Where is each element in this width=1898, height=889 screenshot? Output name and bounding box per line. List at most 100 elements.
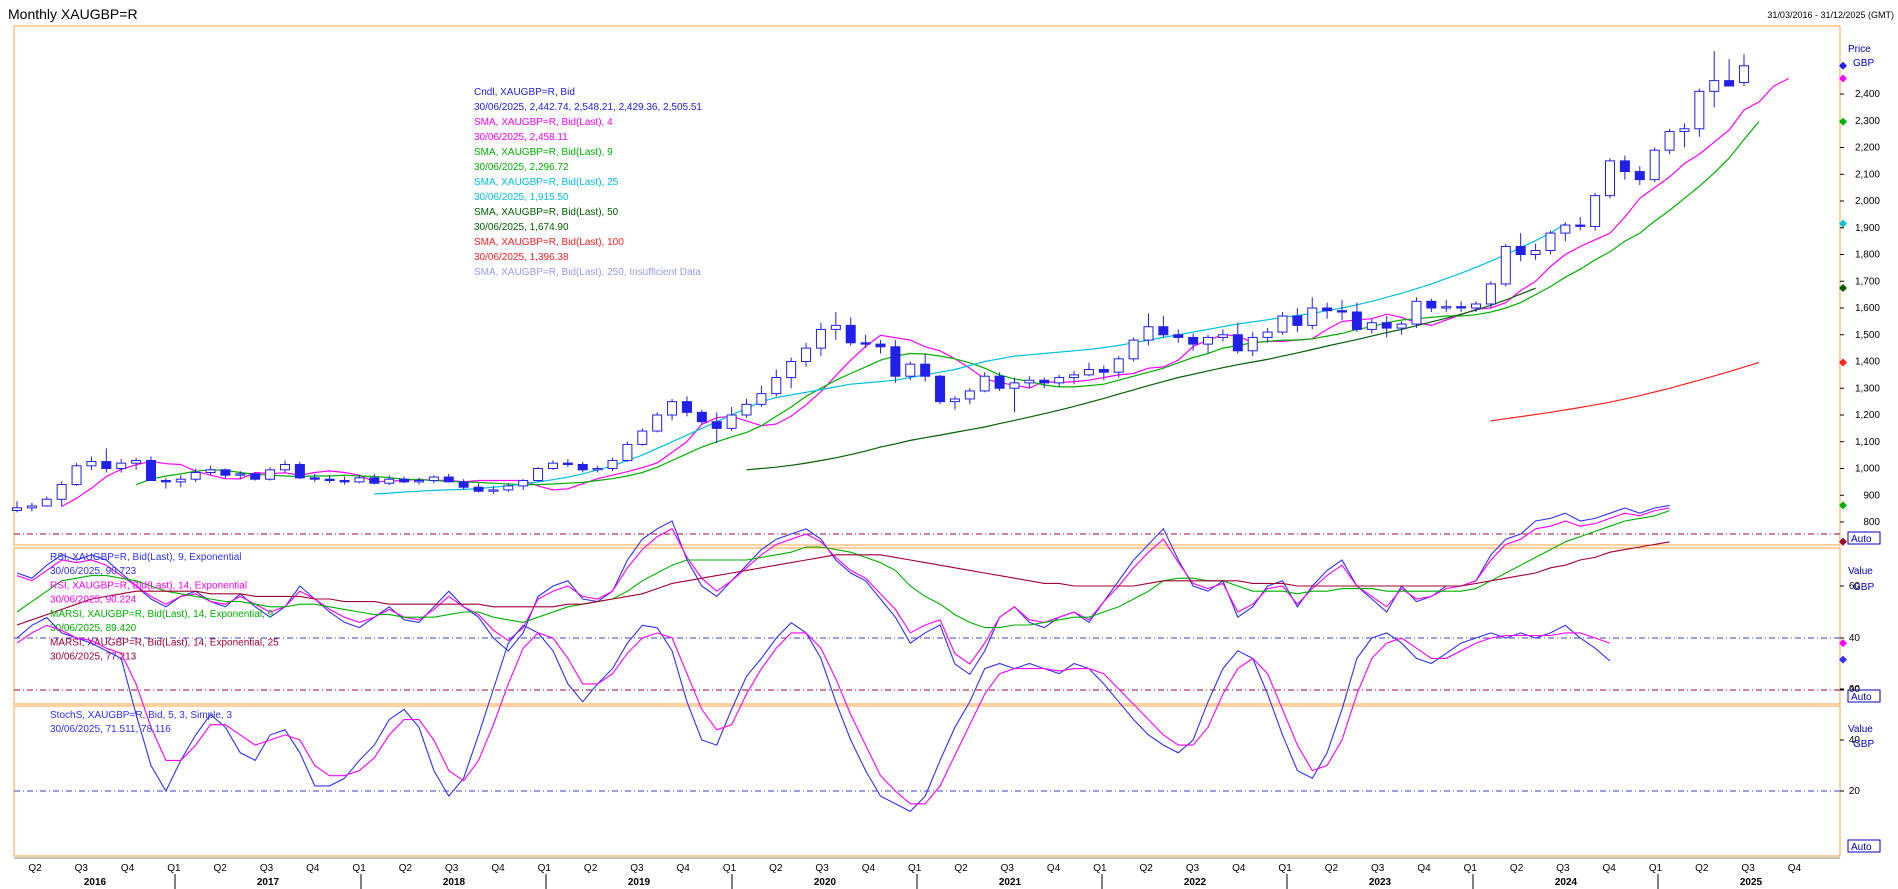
candle-up [786, 361, 797, 379]
time-axis: Q2 Q3 Q4 Q1 Q2 Q3 Q4 Q1 Q2 Q3 Q4 Q1 Q2 Q3 Q4 Q1 Q2 Q3 Q4 Q1… [14, 857, 1840, 889]
candle-down [220, 469, 231, 476]
quarter-label: Q1 [352, 863, 366, 874]
quarter-label: Q4 [1603, 863, 1617, 874]
candle-up [771, 377, 782, 395]
stoch-tick-label: 20 [1849, 786, 1861, 797]
stoch-tick-label: 60 [1849, 684, 1861, 695]
quarter-label: Q2 [214, 863, 228, 874]
candle-up [1679, 128, 1690, 132]
candle-up [1143, 326, 1154, 341]
candle-up [428, 476, 439, 482]
rsi-legend-name: RSI, XAUGBP=R, Bid(Last), 9, Exponential [50, 552, 241, 563]
price-tick-label: 1,000 [1855, 464, 1880, 475]
candle-down [1188, 336, 1199, 345]
rsi-value-label: Value [1848, 566, 1873, 577]
candle-down [1619, 160, 1630, 173]
candle-down [101, 461, 112, 470]
quarter-label: Q1 [1649, 863, 1663, 874]
candle-up [1366, 322, 1377, 330]
stoch-legend-name: StochS, XAUGBP=R, Bid, 5, 3, Simple, 3 [50, 710, 232, 721]
sma-line-sma-25 [374, 223, 1566, 495]
candle-up [205, 469, 216, 474]
candle-down [711, 421, 722, 429]
quarter-label: Q2 [1325, 863, 1339, 874]
stoch-panel: 20 40 60 Value GBP Auto StochS, XAUGBP=R, Bid,… [13, 616, 1881, 857]
auto-button-stoch [1847, 839, 1881, 853]
candle-up [235, 473, 246, 476]
candle-down [399, 478, 410, 483]
candle-up [1739, 65, 1749, 84]
price-marker-candle [1839, 61, 1847, 70]
candle-up [1203, 336, 1214, 345]
candle-up [1605, 160, 1616, 197]
quarter-label: Q2 [1510, 863, 1524, 874]
candle-up [949, 398, 960, 403]
candle-down [1575, 224, 1586, 227]
candle-up [1500, 245, 1511, 285]
legend-name: SMA, XAUGBP=R, Bid(Last), 25 [474, 177, 619, 188]
candle-down [1337, 310, 1348, 313]
candle-up [1113, 358, 1124, 373]
candle-down [935, 375, 946, 403]
quarter-label: Q4 [121, 863, 135, 874]
auto-button-price [1847, 531, 1881, 545]
chart-title: Monthly XAUGBP=R [8, 6, 138, 22]
quarter-label: Q2 [1695, 863, 1709, 874]
price-panel: 800 900 1,000 1,100 1,200 1,300 1,400 1,500 1,60… [12, 25, 1881, 546]
legend-value: 30/06/2025, 1,915.50 [474, 192, 569, 203]
candle-up [741, 403, 752, 416]
candle-down [309, 477, 320, 480]
candle-up [1277, 315, 1288, 333]
candle-up [384, 478, 395, 484]
quarter-label: Q4 [1788, 863, 1802, 874]
quarter-label: Q4 [1232, 863, 1246, 874]
sma-line-sma-4 [61, 77, 1789, 508]
candle-up [354, 477, 365, 483]
rsi-legend-value: 30/06/2025, 90.723 [50, 566, 137, 577]
marsi-end-marker [1839, 537, 1847, 546]
year-label: 2021 [999, 877, 1022, 888]
candle-up [1545, 232, 1556, 251]
candle-down [562, 462, 573, 465]
quarter-label: Q1 [723, 863, 737, 874]
price-tick-label: 2,300 [1855, 116, 1880, 127]
candle-down [250, 473, 261, 480]
quarter-label: Q3 [445, 863, 459, 874]
stoch-unit-label: GBP [1853, 739, 1874, 750]
candle-up [1024, 379, 1035, 384]
sma-line-sma-9 [135, 121, 1760, 486]
price-tick-label: 2,400 [1855, 89, 1880, 100]
candle-up [1009, 382, 1020, 389]
price-tick-label: 2,200 [1855, 143, 1880, 154]
rsi-unit-label: GBP [1853, 582, 1874, 593]
candle-down [339, 480, 350, 483]
candle-up [726, 414, 737, 429]
year-label: 2022 [1184, 877, 1207, 888]
stoch-tick-label: 40 [1849, 735, 1861, 746]
quarter-label: Q2 [399, 863, 413, 874]
quarter-label: Q3 [815, 863, 829, 874]
auto-button-rsi [1847, 689, 1881, 703]
year-label: 2020 [814, 877, 837, 888]
candle-up [1471, 303, 1482, 309]
price-marker-sma9 [1839, 117, 1847, 126]
candle-down [1322, 307, 1333, 312]
candle-down [1515, 245, 1526, 256]
candle-up [131, 459, 142, 464]
rsi-panel: 204060ValueGBPAutoRSI, XAUGBP=R, Bid(Las… [13, 501, 1881, 705]
rsi-line-0 [16, 504, 1670, 676]
candle-down [458, 481, 469, 488]
candle-down [1634, 171, 1645, 181]
candle-down [1351, 311, 1362, 330]
candle-up [1307, 307, 1318, 326]
candle-up [1560, 224, 1571, 234]
candle-up [1396, 323, 1407, 329]
candle-up [1709, 80, 1720, 92]
stoch-line-1 [16, 624, 1611, 805]
rsi-legend-value: 30/06/2025, 90.224 [50, 595, 137, 606]
candle-up [667, 401, 678, 416]
candle-up [116, 462, 127, 469]
candle-down [1232, 334, 1243, 352]
candle-down [696, 411, 707, 423]
